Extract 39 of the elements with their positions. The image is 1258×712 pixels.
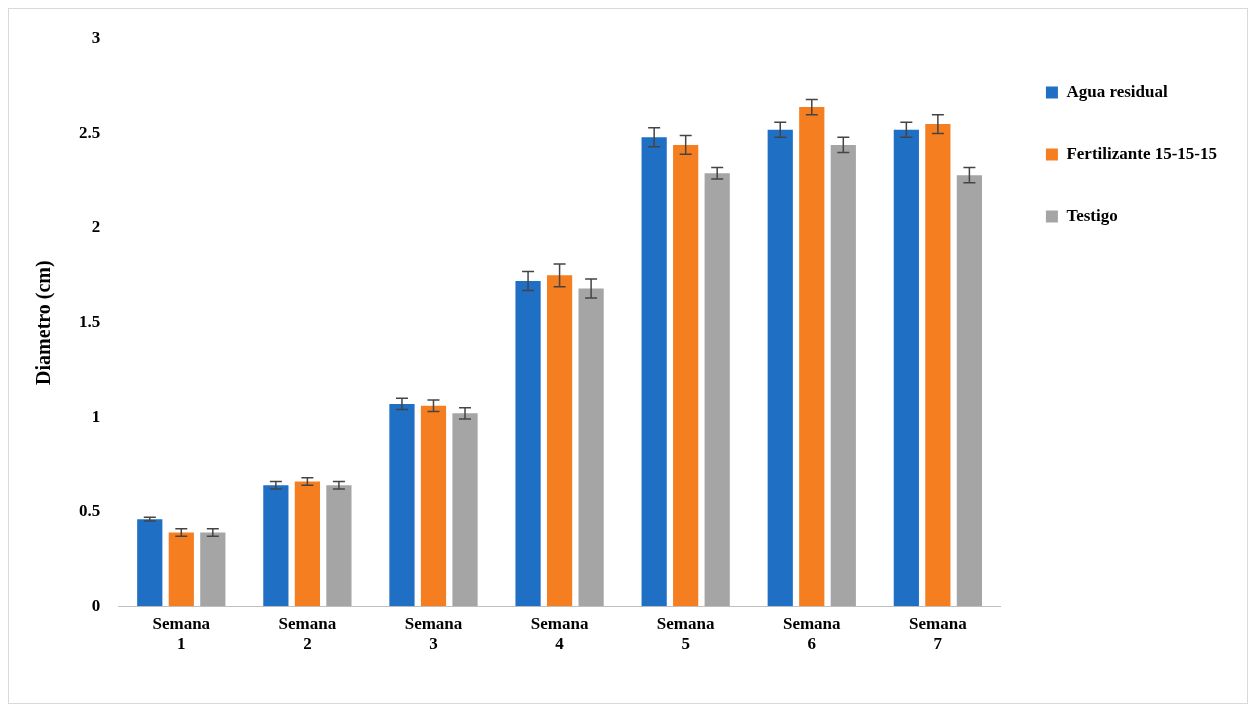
x-tick-label: Semana 4 (530, 613, 589, 654)
y-tick-label: 3 (91, 28, 101, 48)
bar (389, 403, 415, 607)
legend-label: Agua residual (1066, 81, 1168, 101)
bar (326, 485, 352, 607)
y-tick-label: 1 (91, 406, 101, 426)
bar (578, 288, 604, 607)
bar (830, 144, 856, 607)
bar (956, 175, 982, 607)
x-tick-label: Semana 1 (152, 613, 211, 654)
x-tick-label: Semana 3 (404, 613, 463, 654)
y-tick-label: 1.5 (79, 311, 101, 331)
bar (200, 532, 226, 607)
y-axis-title: Diametro (cm) (32, 260, 56, 385)
bar (767, 129, 793, 607)
x-tick-label: Semana 5 (656, 613, 715, 654)
bar (893, 129, 919, 607)
x-tick-label: Semana 2 (278, 613, 337, 654)
bar (704, 173, 730, 607)
bar (294, 481, 320, 607)
legend-label: Fertilizante 15-15-15 (1066, 143, 1218, 163)
bar (137, 519, 163, 607)
bar (515, 281, 541, 607)
bar (799, 107, 825, 607)
bar (673, 144, 699, 607)
x-tick-label: Semana 7 (909, 613, 968, 654)
legend-label: Testigo (1066, 205, 1118, 225)
bar (546, 275, 573, 607)
bar (925, 124, 951, 607)
bar (641, 137, 667, 607)
bar (168, 532, 194, 607)
y-tick-label: 2.5 (79, 122, 101, 142)
y-tick-label: 0.5 (79, 501, 101, 521)
bar (452, 413, 478, 607)
y-tick-label: 0 (91, 595, 101, 615)
bar (263, 485, 289, 607)
bar (420, 405, 447, 607)
x-tick-label: Semana 6 (782, 613, 842, 654)
y-tick-label: 2 (91, 217, 101, 237)
